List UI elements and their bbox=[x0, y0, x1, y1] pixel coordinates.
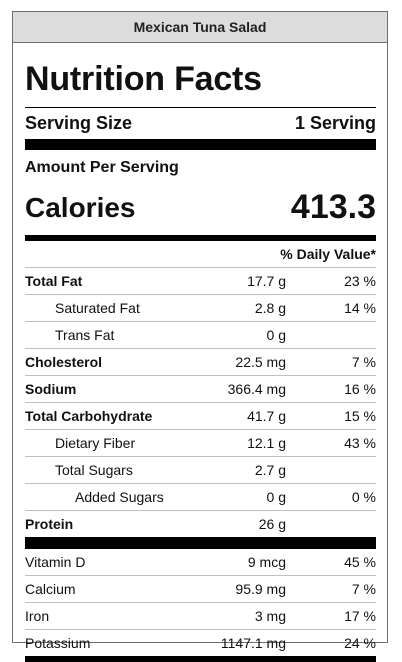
nutrient-daily-value: 14 % bbox=[344, 300, 376, 316]
nutrient-name: Total Fat bbox=[25, 273, 83, 289]
nutrient-row-trans-fat: Trans Fat 0 g bbox=[25, 321, 376, 348]
nutrient-daily-value bbox=[286, 322, 376, 348]
serving-size-row: Serving Size 1 Serving bbox=[25, 108, 376, 139]
nutrient-amount: 17.7 g bbox=[247, 273, 286, 289]
serving-size-label: Serving Size bbox=[25, 113, 133, 133]
nutrient-row-total-fat: Total Fat 17.7 g 23 % bbox=[25, 267, 376, 294]
nutrient-daily-value: 23 % bbox=[344, 273, 376, 289]
nutrient-name: Added Sugars bbox=[75, 489, 164, 505]
nutrient-amount: 26 g bbox=[258, 516, 286, 532]
nutrient-daily-value: 43 % bbox=[344, 435, 376, 451]
nutrition-facts-heading: Nutrition Facts bbox=[25, 60, 262, 98]
vitamin-name: Vitamin D bbox=[25, 554, 86, 570]
vitamin-amount: 3 mg bbox=[254, 608, 286, 624]
vitamin-daily-value: 17 % bbox=[344, 608, 376, 624]
vitamin-daily-value: 24 % bbox=[344, 635, 376, 651]
recipe-title: Mexican Tuna Salad bbox=[13, 12, 387, 43]
calories-row: Calories 413.3 bbox=[25, 180, 376, 227]
thick-divider bbox=[25, 537, 376, 549]
divider bbox=[25, 107, 376, 108]
nutrient-name: Trans Fat bbox=[55, 327, 115, 343]
vitamin-name: Calcium bbox=[25, 581, 76, 597]
vitamin-row-vitamin-d: Vitamin D 9 mcg 45 % bbox=[25, 549, 376, 575]
bottom-divider bbox=[25, 656, 376, 662]
nutrition-label: Mexican Tuna Salad Nutrition Facts Servi… bbox=[12, 11, 388, 662]
calories-value: 413.3 bbox=[290, 188, 376, 226]
nutrient-row-dietary-fiber: Dietary Fiber 12.1 g 43 % bbox=[25, 429, 376, 456]
nutrient-name: Cholesterol bbox=[25, 354, 103, 370]
vitamin-amount: 95.9 mg bbox=[235, 581, 286, 597]
nutrient-name: Dietary Fiber bbox=[55, 435, 136, 451]
nutrient-amount: 2.7 g bbox=[254, 462, 286, 478]
vitamin-row-iron: Iron 3 mg 17 % bbox=[25, 602, 376, 629]
nutrient-amount: 366.4 mg bbox=[227, 381, 286, 397]
nutrient-row-cholesterol: Cholesterol 22.5 mg 7 % bbox=[25, 348, 376, 375]
nutrient-amount: 12.1 g bbox=[247, 435, 286, 451]
vitamin-row-potassium: Potassium 1147.1 mg 24 % bbox=[25, 629, 376, 656]
vitamin-daily-value: 45 % bbox=[344, 554, 376, 570]
nutrient-daily-value: 0 % bbox=[351, 489, 376, 505]
vitamin-daily-value: 7 % bbox=[351, 581, 376, 597]
nutrient-row-protein: Protein 26 g bbox=[25, 510, 376, 537]
serving-size-value: 1 Serving bbox=[294, 113, 376, 133]
nutrient-daily-value: 16 % bbox=[344, 381, 376, 397]
nutrient-row-saturated-fat: Saturated Fat 2.8 g 14 % bbox=[25, 294, 376, 321]
nutrient-row-total-sugars: Total Sugars 2.7 g bbox=[25, 456, 376, 483]
nutrient-name: Protein bbox=[25, 516, 74, 532]
nutrient-row-added-sugars: Added Sugars 0 g 0 % bbox=[25, 483, 376, 510]
calories-label: Calories bbox=[25, 192, 136, 223]
nutrient-row-sodium: Sodium 366.4 mg 16 % bbox=[25, 375, 376, 402]
nutrient-name: Sodium bbox=[25, 381, 77, 397]
nutrient-row-total-carbohydrate: Total Carbohydrate 41.7 g 15 % bbox=[25, 402, 376, 429]
nutrient-amount: 0 g bbox=[266, 489, 286, 505]
thick-divider bbox=[25, 139, 376, 150]
daily-value-header: % Daily Value* bbox=[280, 246, 376, 262]
nutrient-daily-value bbox=[286, 511, 376, 537]
nutrient-daily-value bbox=[286, 457, 376, 483]
nutrient-name: Total Sugars bbox=[55, 462, 133, 478]
nutrient-name: Total Carbohydrate bbox=[25, 408, 153, 424]
vitamin-row-calcium: Calcium 95.9 mg 7 % bbox=[25, 575, 376, 602]
nutrient-amount: 0 g bbox=[266, 327, 286, 343]
nutrient-amount: 22.5 mg bbox=[235, 354, 286, 370]
vitamin-name: Iron bbox=[25, 608, 50, 624]
vitamin-amount: 9 mcg bbox=[247, 554, 286, 570]
amount-per-serving: Amount Per Serving bbox=[25, 159, 179, 176]
vitamin-name: Potassium bbox=[25, 635, 91, 651]
nutrient-name: Saturated Fat bbox=[55, 300, 140, 316]
nutrient-amount: 41.7 g bbox=[247, 408, 286, 424]
nutrient-amount: 2.8 g bbox=[254, 300, 286, 316]
medium-divider bbox=[25, 235, 376, 241]
vitamin-amount: 1147.1 mg bbox=[220, 635, 286, 651]
nutrient-daily-value: 7 % bbox=[351, 354, 376, 370]
nutrient-daily-value: 15 % bbox=[344, 408, 376, 424]
